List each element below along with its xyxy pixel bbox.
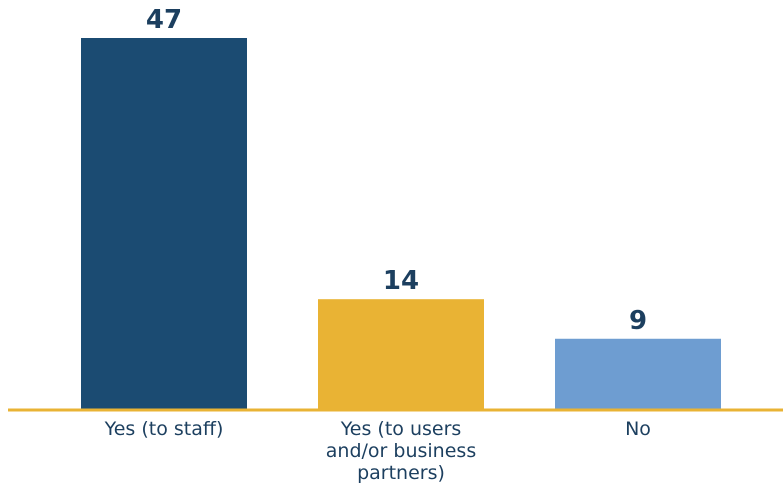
category-label-line: Yes (to staff) xyxy=(104,418,224,440)
bar-1 xyxy=(81,38,247,410)
category-label-line: No xyxy=(625,418,651,440)
category-label-3: No xyxy=(625,418,651,440)
value-label-3: 9 xyxy=(629,306,647,336)
category-label-line: partners) xyxy=(357,462,445,484)
category-label-line: Yes (to users xyxy=(340,418,462,440)
bar-2 xyxy=(318,299,484,410)
value-label-2: 14 xyxy=(383,266,419,296)
category-label-2: Yes (to users and/or business partners) xyxy=(326,418,476,484)
category-label-1: Yes (to staff) xyxy=(104,418,224,440)
value-labels-group: 47 14 9 xyxy=(146,5,647,336)
category-label-line: and/or business xyxy=(326,440,476,462)
category-labels-group: Yes (to staff) Yes (to users and/or busine… xyxy=(104,418,651,484)
bar-3 xyxy=(555,338,721,410)
bars-group xyxy=(81,38,721,410)
value-label-1: 47 xyxy=(146,5,182,35)
